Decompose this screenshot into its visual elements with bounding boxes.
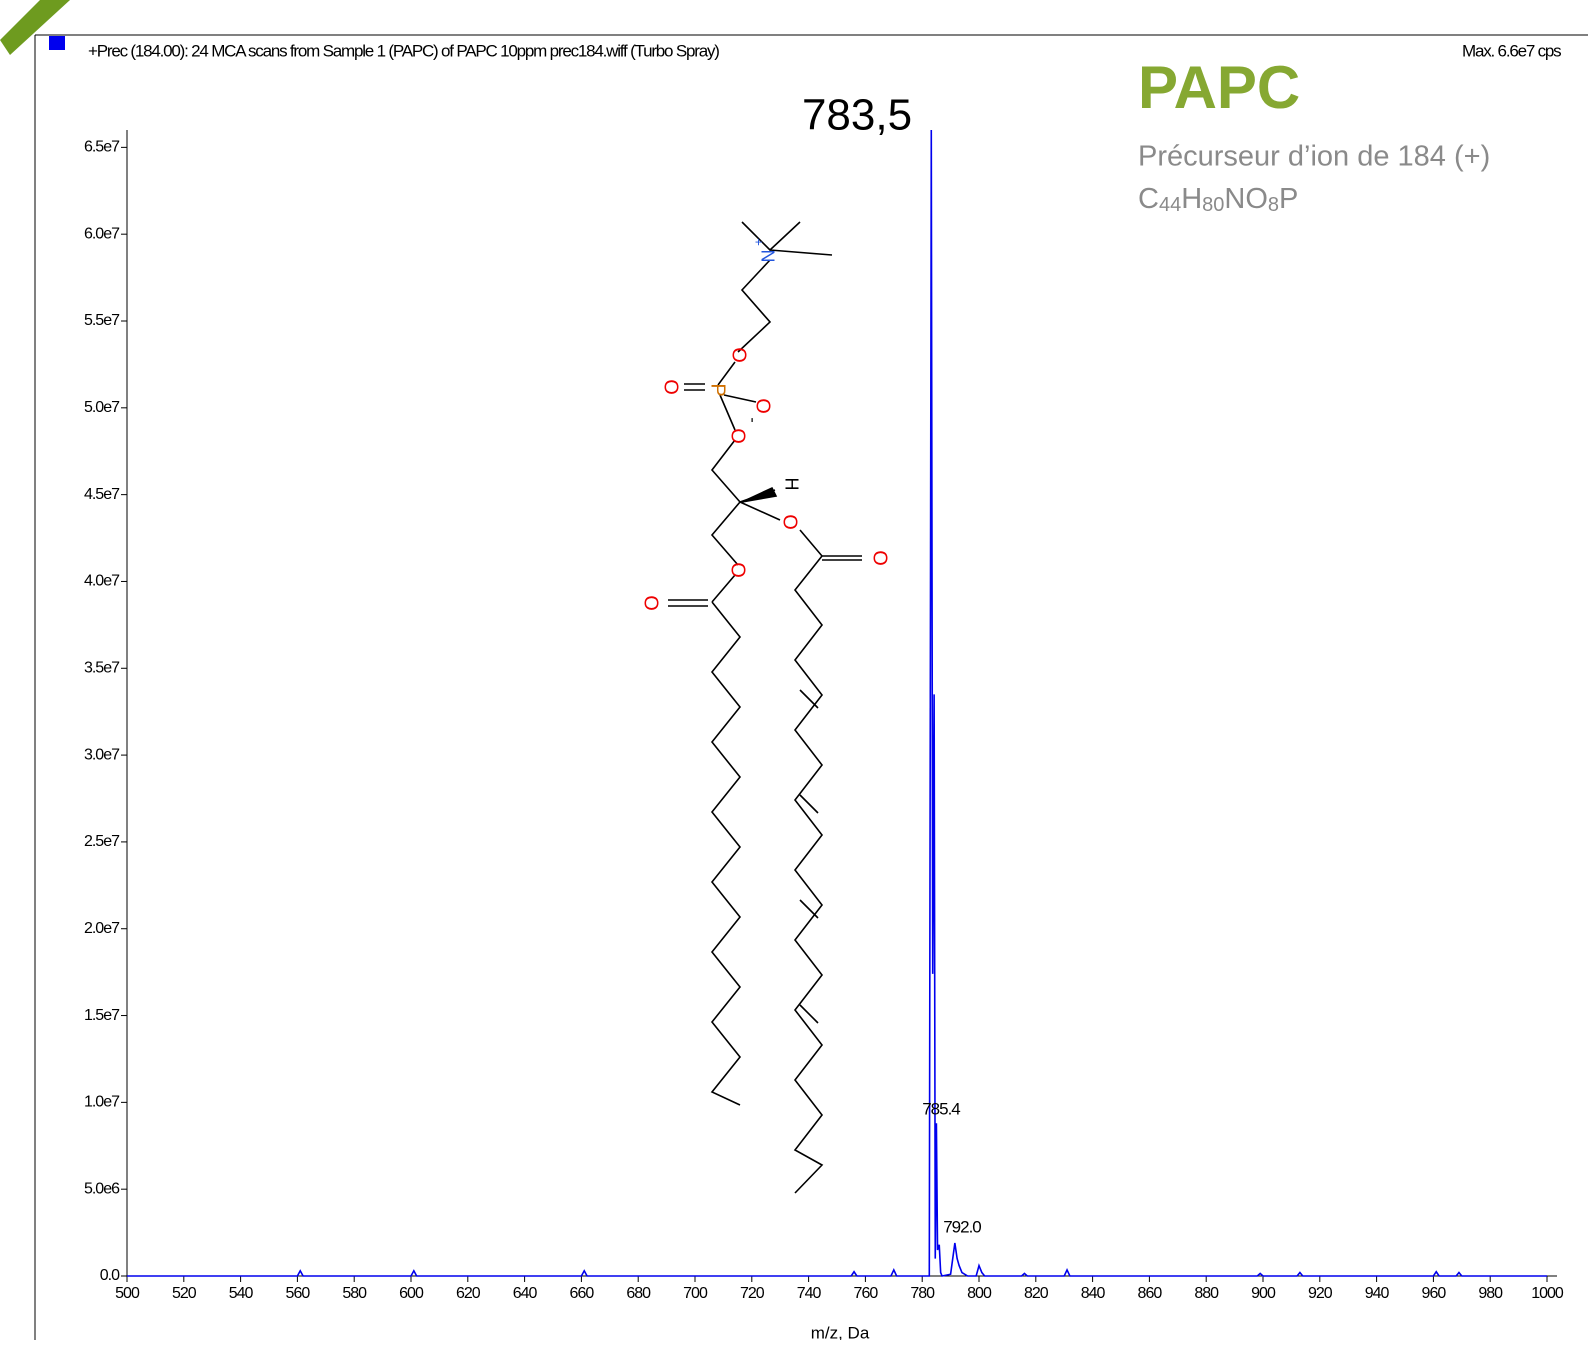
x-tick-label: 600: [399, 1285, 424, 1302]
formula-part: 80: [1202, 194, 1224, 216]
atom-label: O: [727, 428, 749, 444]
spectrum-line: [127, 129, 1547, 1277]
formula-part: H: [1181, 183, 1202, 215]
x-tick-label: 580: [342, 1285, 367, 1302]
x-tick-label: 500: [115, 1285, 140, 1302]
y-tick-label: 6.0e7: [84, 225, 120, 242]
atom-label: H: [781, 478, 801, 491]
atom-label: O: [640, 595, 662, 611]
max-label: Max. 6.6e7 cps: [1462, 41, 1561, 60]
x-tick-label: 940: [1365, 1285, 1390, 1302]
x-tick-label: 520: [172, 1285, 197, 1302]
x-tick-label: 660: [570, 1285, 595, 1302]
peak-label: 783,5: [802, 91, 912, 140]
x-tick-label: 560: [286, 1285, 311, 1302]
x-tick-label: 840: [1081, 1285, 1106, 1302]
y-tick-label: 4.0e7: [84, 573, 120, 590]
x-tick-label: 800: [967, 1285, 992, 1302]
y-tick-label: 4.5e7: [84, 486, 120, 503]
x-tick-label: 860: [1138, 1285, 1163, 1302]
x-tick-label: 780: [910, 1285, 935, 1302]
header: +Prec (184.00): 24 MCA scans from Sample…: [88, 41, 719, 60]
atom-label: O: [869, 550, 891, 566]
y-tick-label: 6.5e7: [84, 139, 120, 156]
formula-part: NO: [1224, 183, 1268, 215]
y-tick-label: 5.0e7: [84, 399, 120, 416]
x-tick-label: 720: [740, 1285, 765, 1302]
atom-label: P: [707, 383, 729, 396]
y-tick-label: 3.0e7: [84, 746, 120, 763]
corner-decor: [0, 0, 70, 55]
peak-label: 792.0: [943, 1217, 981, 1236]
atom-label: N: [757, 250, 777, 263]
atom-label: O: [779, 514, 801, 530]
formula: C44H80NO8P: [1138, 183, 1298, 217]
y-tick-label: 5.0e6: [84, 1180, 120, 1197]
atom-label: +: [752, 238, 767, 246]
x-tick-label: 540: [229, 1285, 254, 1302]
y-tick-label: 1.0e7: [84, 1094, 120, 1111]
y-tick-label: 0.0: [100, 1267, 120, 1284]
atom-label: O: [727, 562, 749, 578]
x-tick-label: 620: [456, 1285, 481, 1302]
title: PAPC: [1138, 54, 1300, 121]
atom-label: O: [728, 347, 750, 363]
y-tick-label: 2.5e7: [84, 833, 120, 850]
x-tick-label: 640: [513, 1285, 538, 1302]
formula-part: 8: [1268, 194, 1279, 216]
atom-label: O: [752, 398, 774, 414]
atom-label: O: [660, 379, 682, 395]
x-tick-label: 1000: [1531, 1285, 1564, 1302]
x-tick-label: 760: [854, 1285, 879, 1302]
x-axis-label: m/z, Da: [811, 1323, 870, 1340]
legend-swatch: [49, 36, 65, 50]
x-tick-label: 740: [797, 1285, 822, 1302]
x-tick-label: 920: [1308, 1285, 1333, 1302]
x-tick-label: 700: [683, 1285, 708, 1302]
x-tick-label: 820: [1024, 1285, 1049, 1302]
x-tick-label: 960: [1422, 1285, 1447, 1302]
y-tick-label: 1.5e7: [84, 1007, 120, 1024]
y-tick-label: 2.0e7: [84, 920, 120, 937]
x-tick-label: 680: [626, 1285, 651, 1302]
formula-part: P: [1279, 183, 1298, 215]
y-tick-label: 5.5e7: [84, 312, 120, 329]
x-tick-label: 980: [1478, 1285, 1503, 1302]
subtitle: Précurseur d’ion de 184 (+): [1138, 141, 1490, 173]
x-tick-label: 880: [1194, 1285, 1219, 1302]
peak-label: 785.4: [922, 1099, 960, 1118]
x-tick-label: 900: [1251, 1285, 1276, 1302]
formula-part: C: [1138, 183, 1159, 215]
atom-label: -: [744, 417, 761, 422]
y-tick-label: 3.5e7: [84, 659, 120, 676]
formula-part: 44: [1159, 194, 1181, 216]
